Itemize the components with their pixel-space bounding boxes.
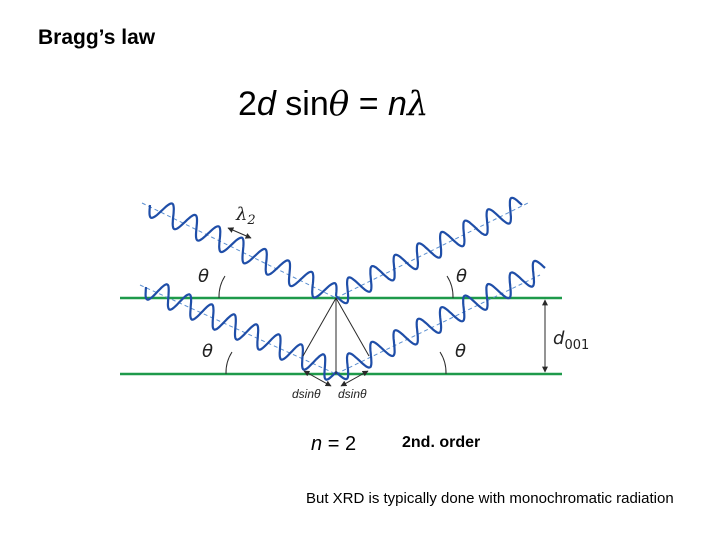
theta-label-lower-right: θ [455,341,466,362]
order-n-value: 2 [344,433,357,455]
incident-ray-bottom [139,284,337,375]
equation-theta: θ [328,84,350,124]
perpendicular-left [302,297,337,357]
angle-arc-lower-right [439,351,447,375]
incident-wave-bottom [144,283,337,381]
bragg-equation: 2d sinθ = nλ [238,84,429,124]
order-equals: = [327,433,340,455]
theta-label-upper-left: θ [198,266,209,287]
angle-arc-upper-right [446,275,454,299]
theta-label-upper-right: θ [456,266,467,287]
slide-title: Bragg’s law [38,26,156,49]
diffracted-wave-top [335,196,523,305]
diffracted-wave-bottom [335,259,546,381]
order-label: 2nd. order [402,434,481,451]
d-spacing-label: d001 [553,328,589,353]
equation-lambda: λ [406,84,429,124]
angle-arc-lower-left [225,351,233,375]
equation-equals: = [358,85,379,123]
wavelength-arrow [227,227,252,239]
path-diff-label-left: dsinθ [292,387,321,401]
angle-arc-upper-left [218,275,226,299]
path-diff-arrow-left [303,370,332,387]
theta-label-lower-left: θ [202,341,213,362]
order-expression: n = 2 [311,433,356,456]
equation-coefficient: 2 [238,85,257,123]
path-diff-arrow-right [340,370,369,387]
path-diff-label-right: dsinθ [338,387,367,401]
incident-ray-top [141,202,337,299]
diffracted-ray-top [335,202,529,299]
monochromatic-note: But XRD is typically done with monochrom… [306,490,674,507]
order-n-symbol: n [311,433,323,455]
incident-wave-top [148,202,338,299]
diffracted-ray-bottom [335,274,541,375]
perpendicular-right [335,297,370,357]
equation-d: d [256,85,276,123]
equation-n: n [388,85,407,123]
equation-sin: sin [285,85,329,123]
wavelength-label: λ2 [235,204,256,228]
